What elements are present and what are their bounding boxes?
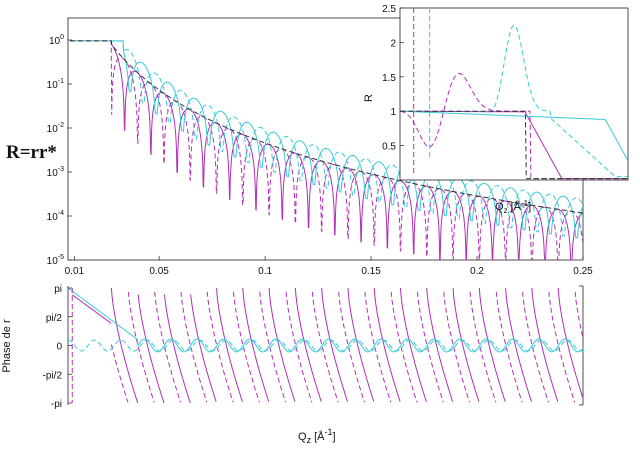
main-x-tick-label: 0.01 bbox=[65, 266, 85, 277]
main-y-tick-label: 10-1 bbox=[47, 78, 64, 91]
inset-series-line-3 bbox=[400, 110, 628, 161]
main-curves bbox=[70, 40, 584, 261]
phase-magenta-initial bbox=[71, 294, 112, 324]
main-series-line-0 bbox=[70, 40, 583, 261]
main-series-line-2 bbox=[70, 40, 584, 239]
phase-y-ticks: pi pi/2 0 -pi/2 -pi bbox=[43, 284, 72, 410]
phase-magenta-solid bbox=[110, 287, 584, 404]
main-y-tick-label: 10-4 bbox=[47, 210, 64, 223]
inset-y-ticks: 0.5 1 1.5 2 2.5 bbox=[382, 4, 404, 153]
inset-y-tick-label: 2 bbox=[390, 38, 396, 49]
inset-y-tick-label: 2.5 bbox=[382, 4, 396, 15]
phase-y-tick-label: pi/2 bbox=[46, 313, 63, 324]
reflectivity-inset-panel: 0.5 1 1.5 2 2.5 R Qz [Å-1] bbox=[363, 4, 629, 215]
phase-curves bbox=[67, 287, 584, 404]
main-series-line-3 bbox=[70, 40, 584, 237]
phase-y-tick-label: 0 bbox=[56, 342, 62, 353]
inset-series-line-2 bbox=[400, 24, 628, 178]
phase-cyan-dashed bbox=[68, 339, 584, 352]
inset-y-tick-label: 1.5 bbox=[382, 73, 396, 84]
inset-series-line-4 bbox=[400, 110, 628, 180]
main-x-tick-label: 0.25 bbox=[573, 266, 593, 277]
inset-axes-frame bbox=[399, 7, 629, 181]
inset-x-label: Qz [Å-1] bbox=[495, 199, 531, 215]
phase-panel: pi pi/2 0 -pi/2 -pi Phase de r Qz [Å-1] bbox=[1, 284, 584, 445]
main-x-tick-label: 0.05 bbox=[149, 266, 169, 277]
phase-y-tick-label: -pi/2 bbox=[43, 370, 63, 381]
inset-y-tick-label: 1 bbox=[390, 107, 396, 118]
phase-y-tick-label: pi bbox=[54, 284, 62, 295]
main-y-tick-label: 10-2 bbox=[47, 122, 64, 135]
main-y-tick-label: 100 bbox=[49, 34, 64, 47]
main-y-tick-label: 10-3 bbox=[47, 166, 64, 179]
inset-curves bbox=[400, 8, 628, 180]
phase-x-label: Qz [Å-1] bbox=[298, 427, 336, 445]
figure-label: R=rr* bbox=[6, 142, 57, 163]
inset-series-line-1 bbox=[400, 110, 628, 180]
main-x-tick-label: 0.2 bbox=[470, 266, 484, 277]
main-series-line-1 bbox=[70, 40, 584, 261]
reflectivity-log-panel: 0.01 0.05 0.1 0.15 0.2 0.25 10010-110-210-310… bbox=[47, 17, 593, 277]
main-y-ticks: 100 10-1 10-2 10-3 10-4 10-5 bbox=[47, 34, 72, 267]
phase-y-tick-label: -pi bbox=[51, 399, 62, 410]
inset-y-tick-label: 0.5 bbox=[382, 142, 396, 153]
inset-y-label: R bbox=[363, 94, 375, 102]
main-y-tick-label: 10-5 bbox=[47, 254, 64, 267]
main-x-ticks: 0.01 0.05 0.1 0.15 0.2 0.25 bbox=[65, 256, 593, 277]
main-x-tick-label: 0.1 bbox=[258, 266, 272, 277]
phase-magenta-dashed bbox=[110, 291, 584, 403]
phase-y-label: Phase de r bbox=[1, 319, 13, 373]
main-series-line-4 bbox=[70, 40, 583, 214]
phase-cyan-solid bbox=[67, 287, 584, 353]
main-x-tick-label: 0.15 bbox=[361, 266, 381, 277]
